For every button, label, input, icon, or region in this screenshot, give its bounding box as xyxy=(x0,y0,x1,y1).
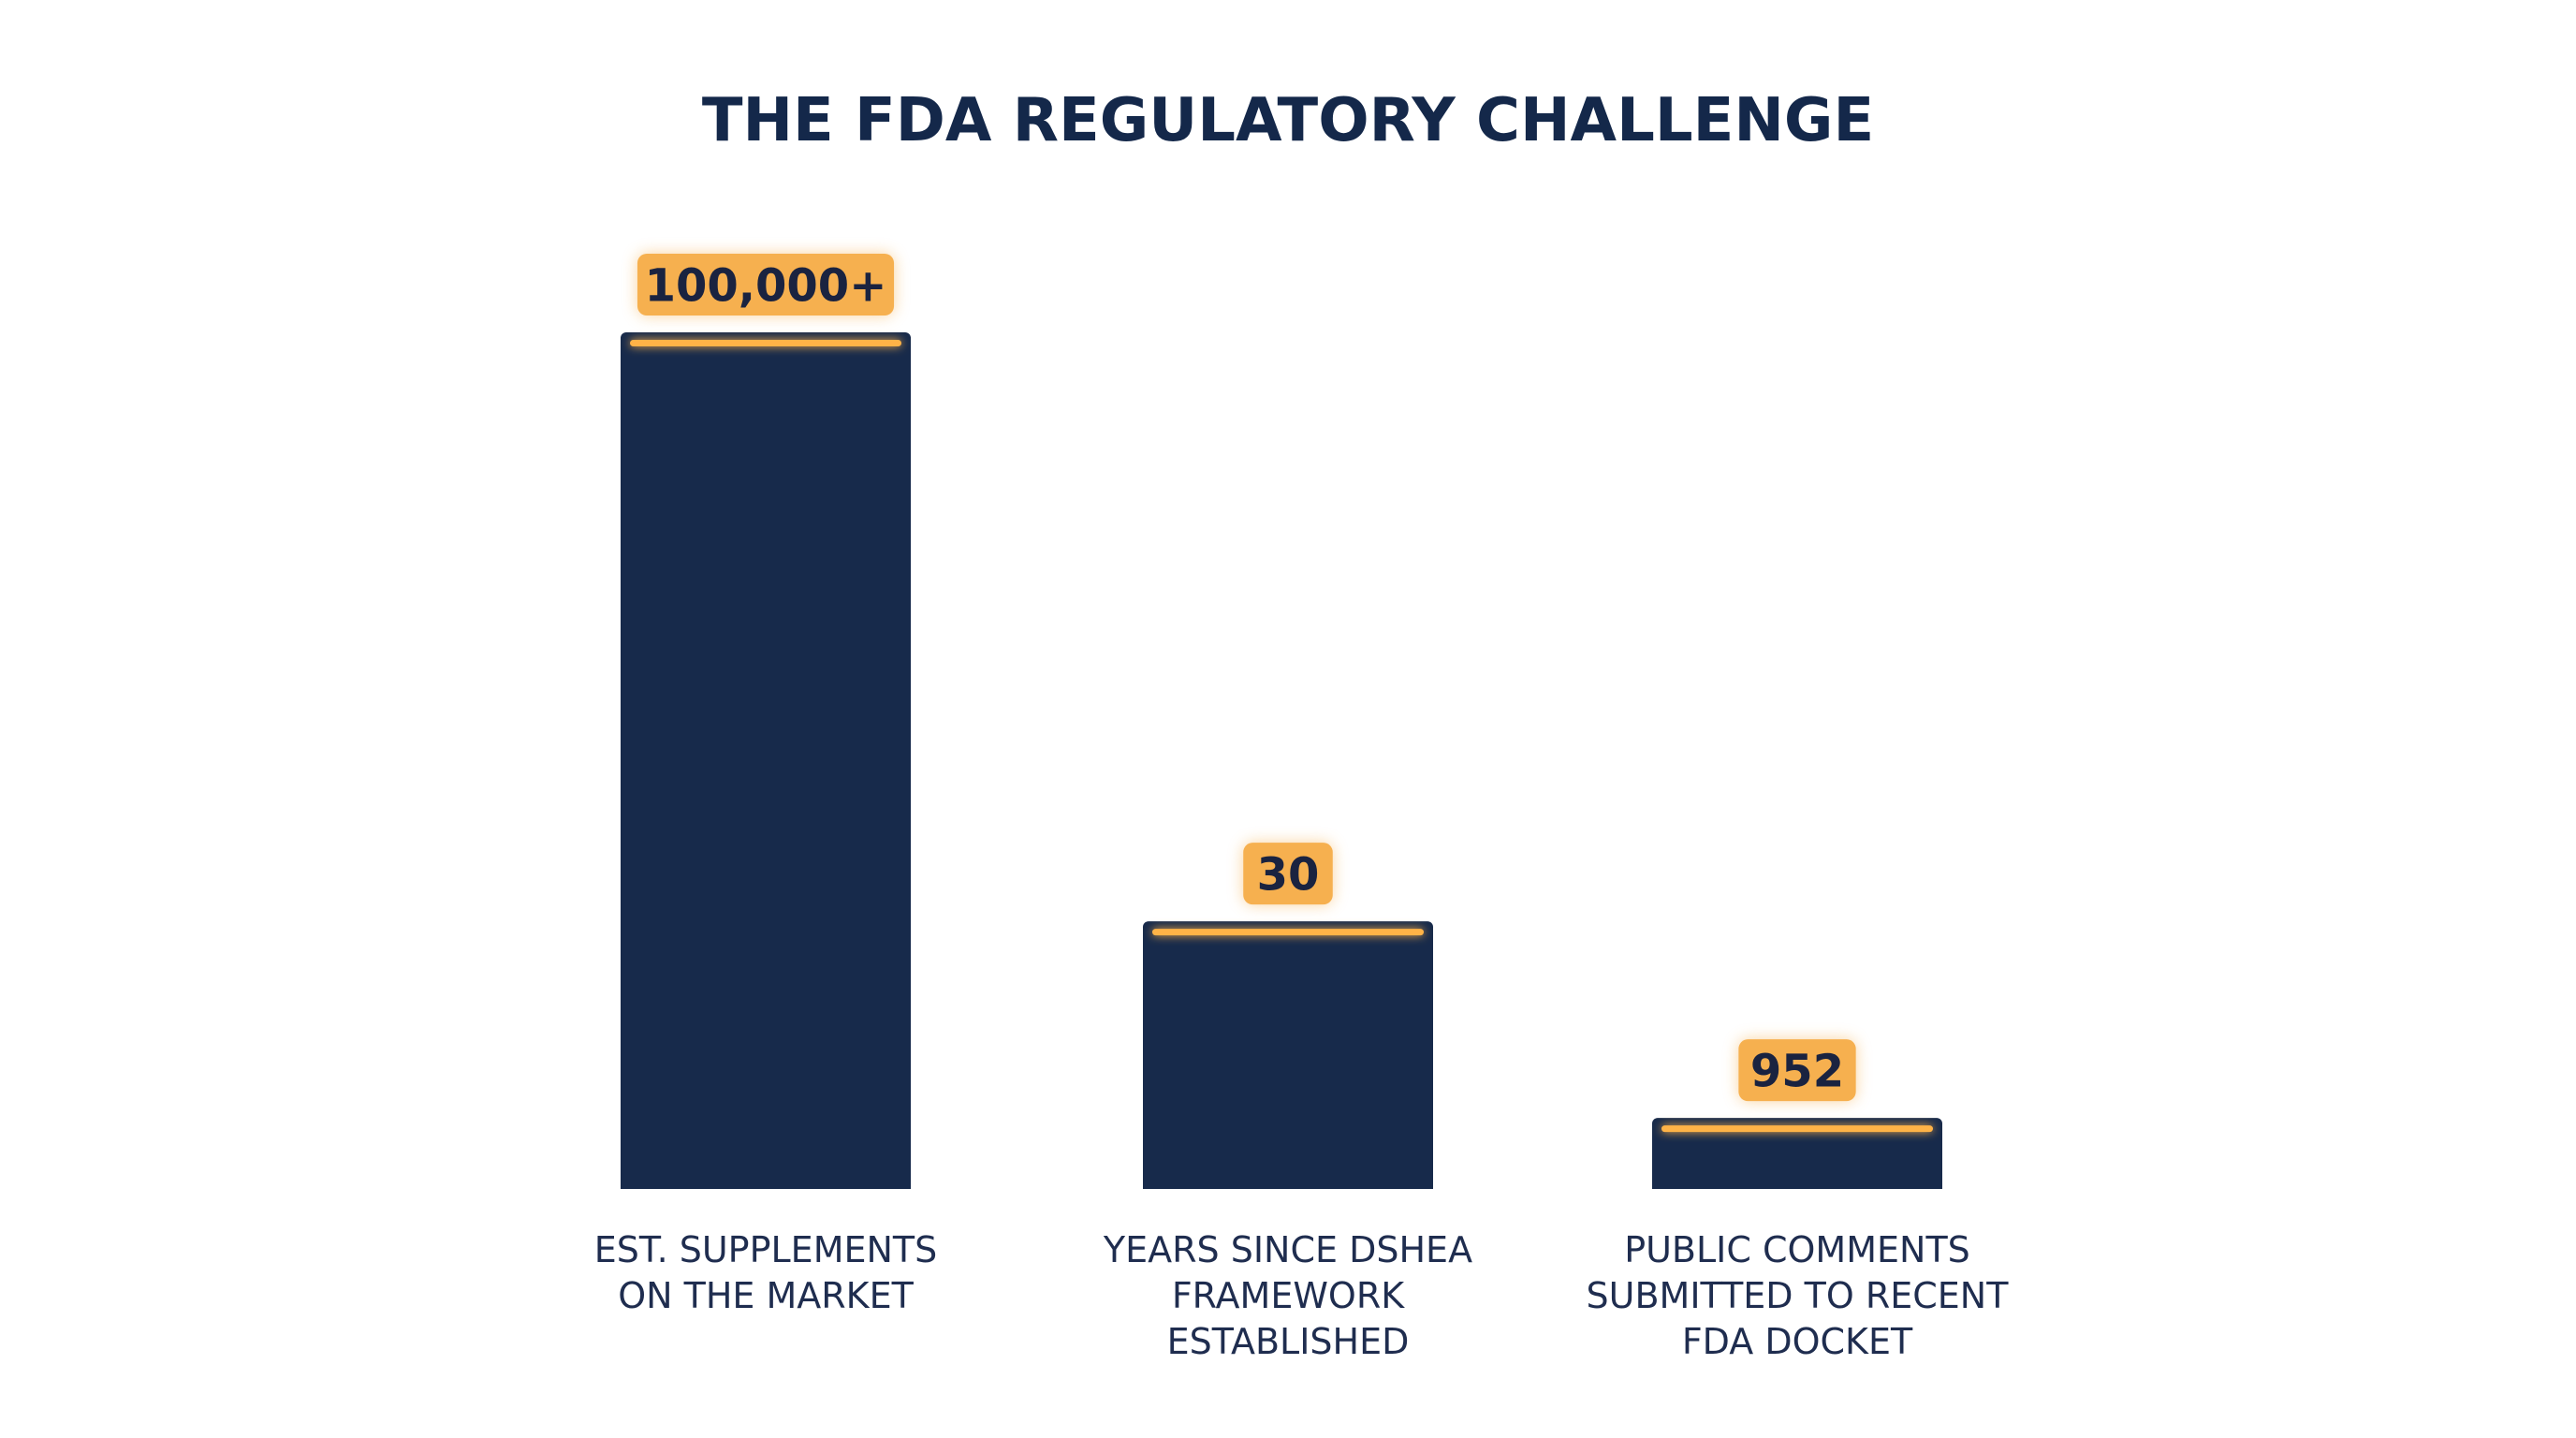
bar-3-highlight-line xyxy=(1661,1125,1933,1133)
bar-group-2: 30 YEARS SINCE DSHEA FRAMEWORK ESTABLISHED xyxy=(1103,843,1472,1362)
category-label-1: EST. SUPPLEMENTS ON THE MARKET xyxy=(594,1229,938,1316)
bars-layer: 100,000+ EST. SUPPLEMENTS ON THE MARKET 30 Y… xyxy=(594,254,2009,1362)
category-label-3-line-3: FDA DOCKET xyxy=(1682,1321,1913,1362)
bar-1-base xyxy=(621,1170,911,1189)
category-label-2-line-3: ESTABLISHED xyxy=(1167,1321,1410,1362)
bar-group-1: 100,000+ EST. SUPPLEMENTS ON THE MARKET xyxy=(594,254,938,1316)
bar-2 xyxy=(1143,921,1433,1189)
chart-title: THE FDA REGULATORY CHALLENGE xyxy=(702,86,1874,155)
value-label-3: 952 xyxy=(1750,1045,1844,1097)
category-label-3: PUBLIC COMMENTS SUBMITTED TO RECENT FDA DO… xyxy=(1587,1229,2010,1362)
value-badge-3 xyxy=(1738,1039,1856,1102)
bar-1-highlight-line xyxy=(630,340,901,346)
category-label-2-line-2: FRAMEWORK xyxy=(1172,1275,1405,1316)
bar-1 xyxy=(621,332,911,1189)
value-badge-2 xyxy=(1243,843,1333,905)
bar-group-3: 952 PUBLIC COMMENTS SUBMITTED TO RECENT FDA… xyxy=(1587,1039,2010,1362)
category-label-1-line-1: EST. SUPPLEMENTS xyxy=(594,1229,938,1270)
bar-2-base xyxy=(1143,1170,1433,1189)
value-label-2: 30 xyxy=(1257,848,1320,901)
category-label-2-line-1: YEARS SINCE DSHEA xyxy=(1103,1229,1472,1270)
value-badge-1 xyxy=(637,254,895,315)
bar-3-base xyxy=(1652,1170,1942,1189)
category-label-1-line-2: ON THE MARKET xyxy=(618,1275,914,1316)
category-label-3-line-2: SUBMITTED TO RECENT xyxy=(1587,1275,2010,1316)
bar-2-highlight-line xyxy=(1152,929,1424,936)
value-label-1: 100,000+ xyxy=(645,259,887,312)
category-label-2: YEARS SINCE DSHEA FRAMEWORK ESTABLISHED xyxy=(1103,1229,1472,1362)
category-label-3-line-1: PUBLIC COMMENTS xyxy=(1624,1229,1970,1270)
